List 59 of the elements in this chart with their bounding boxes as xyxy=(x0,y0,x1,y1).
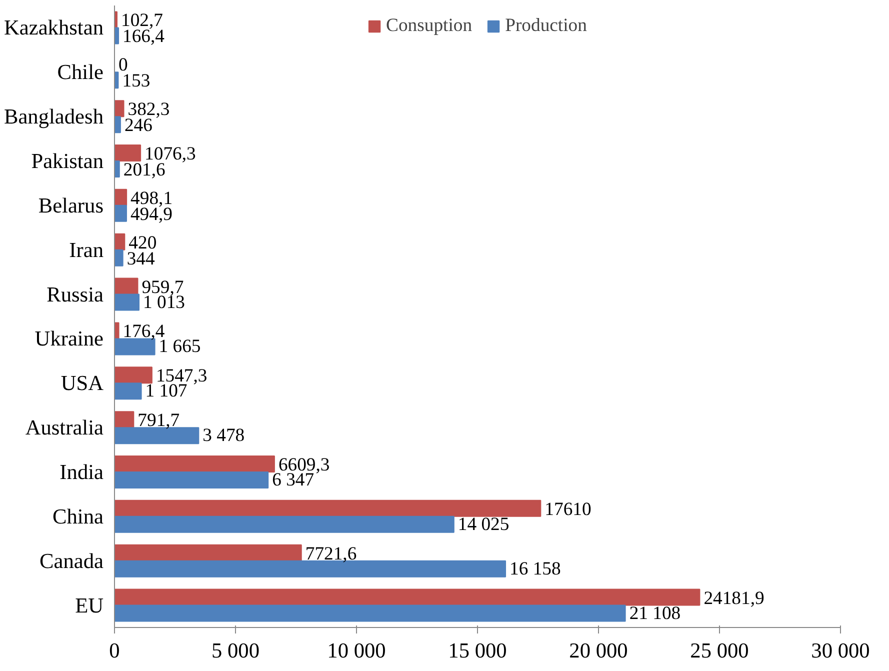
bar xyxy=(114,366,152,384)
y-tick-label: China xyxy=(52,504,104,528)
bar xyxy=(114,500,542,517)
x-tick-label: 10 000 xyxy=(327,638,386,662)
bar xyxy=(114,544,302,562)
data-label: 16 158 xyxy=(510,558,561,580)
data-label: 14 025 xyxy=(458,514,510,535)
data-label: 201,6 xyxy=(123,159,166,180)
y-tick-label: India xyxy=(60,460,104,484)
data-label: 3 478 xyxy=(202,425,245,446)
x-tick-label: 15 000 xyxy=(448,638,507,662)
bar xyxy=(114,338,156,356)
bar xyxy=(114,144,142,162)
y-tick-label: Iran xyxy=(69,238,104,262)
data-label: 17610 xyxy=(544,498,592,520)
x-tick-label: 25 000 xyxy=(690,638,749,662)
data-label: 7721,6 xyxy=(305,543,357,564)
y-tick-label: Belarus xyxy=(38,193,104,218)
bar xyxy=(114,516,454,533)
bar xyxy=(114,382,142,400)
bar xyxy=(114,100,124,118)
data-label: 246 xyxy=(124,115,152,136)
legend-label: Production xyxy=(505,15,587,37)
data-label: 1 107 xyxy=(145,380,188,402)
y-tick-label: EU xyxy=(75,593,104,618)
y-tick-label: USA xyxy=(60,371,104,396)
data-label: 24181,9 xyxy=(704,588,764,609)
data-label: 1 665 xyxy=(158,336,201,358)
bar xyxy=(114,472,269,488)
bar xyxy=(114,604,626,622)
bar xyxy=(114,116,121,134)
bar xyxy=(114,456,275,472)
x-tick-label: 30 000 xyxy=(811,638,870,662)
y-tick-label: Ukraine xyxy=(34,326,104,351)
y-tick-label: Pakistan xyxy=(31,149,104,173)
y-tick-label: Canada xyxy=(40,548,104,573)
x-tick-label: 0 xyxy=(109,638,120,662)
legend-label: Consuption xyxy=(386,15,472,37)
y-tick-label: Russia xyxy=(46,282,104,306)
y-tick-label: Australia xyxy=(25,416,104,440)
bar xyxy=(114,427,200,444)
bar xyxy=(114,411,134,428)
y-tick-label: Bangladesh xyxy=(4,104,104,129)
bar xyxy=(114,278,138,295)
data-label: 498,1 xyxy=(130,188,173,209)
x-tick-label: 20 000 xyxy=(569,638,628,662)
x-tick-label: 5 000 xyxy=(212,638,260,662)
bar xyxy=(114,160,120,178)
y-tick-label: Chile xyxy=(57,60,104,84)
bar xyxy=(114,188,128,206)
data-label: 21 108 xyxy=(629,602,681,624)
bar xyxy=(114,249,124,266)
bar xyxy=(114,588,700,606)
bar xyxy=(114,233,126,250)
bar xyxy=(114,294,140,311)
y-tick-label: Kazakhstan xyxy=(4,16,104,40)
data-label: 153 xyxy=(122,70,150,92)
bar xyxy=(114,204,127,222)
data-label: 791,7 xyxy=(138,410,180,432)
